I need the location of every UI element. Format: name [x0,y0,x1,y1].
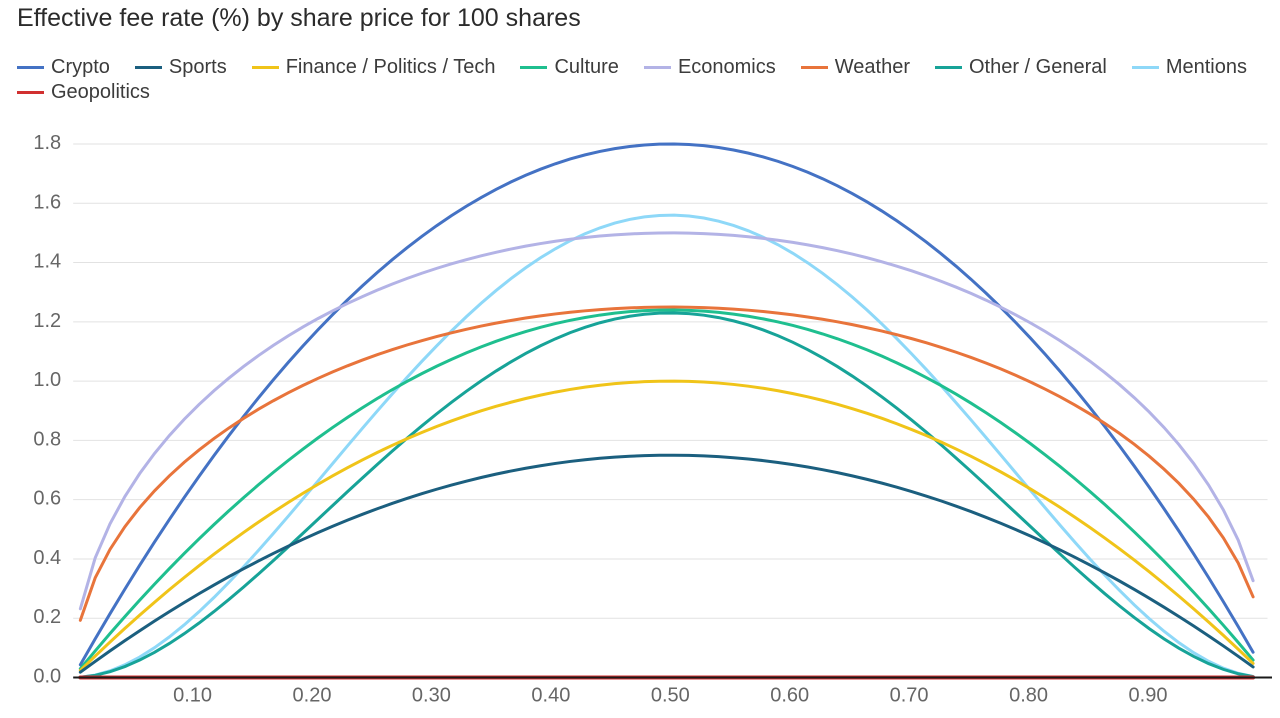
svg-text:0.8: 0.8 [33,428,61,450]
svg-text:0.10: 0.10 [173,685,212,707]
svg-text:1.6: 1.6 [33,191,61,213]
svg-text:0.70: 0.70 [890,685,929,707]
svg-text:0.0: 0.0 [33,666,61,688]
svg-text:0.20: 0.20 [293,685,332,707]
svg-text:1.4: 1.4 [33,251,61,273]
svg-text:0.90: 0.90 [1129,685,1168,707]
svg-text:0.6: 0.6 [33,488,61,510]
svg-text:0.50: 0.50 [651,685,690,707]
svg-text:0.60: 0.60 [770,685,809,707]
svg-text:0.30: 0.30 [412,685,451,707]
svg-text:1.8: 1.8 [33,132,61,154]
svg-text:0.2: 0.2 [33,606,61,628]
svg-text:0.4: 0.4 [33,547,61,569]
svg-text:1.2: 1.2 [33,310,61,332]
svg-text:0.40: 0.40 [531,685,570,707]
svg-text:0.80: 0.80 [1009,685,1048,707]
svg-text:1.0: 1.0 [33,369,61,391]
